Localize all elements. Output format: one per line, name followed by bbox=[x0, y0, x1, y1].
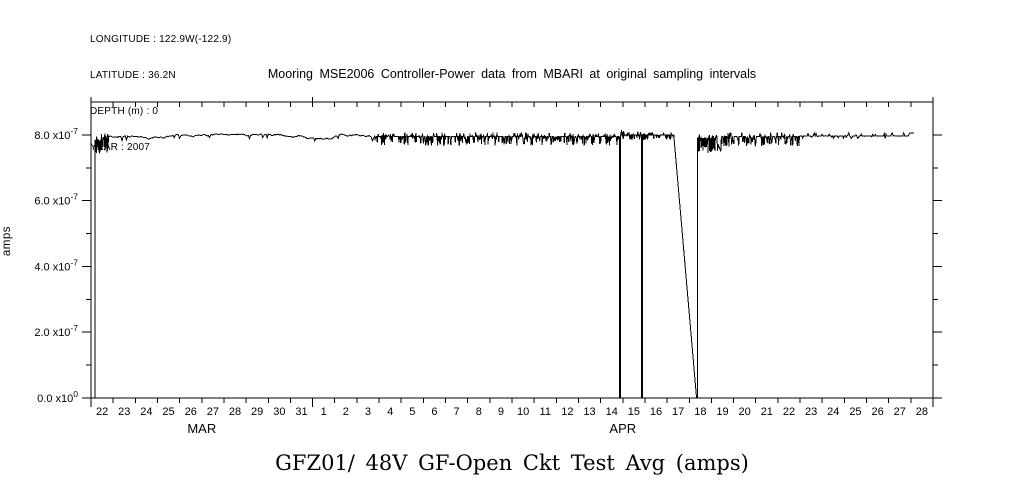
x-day-label: 13 bbox=[583, 406, 595, 418]
x-day-label: 16 bbox=[650, 406, 662, 418]
x-day-label: 21 bbox=[761, 406, 773, 418]
x-month-label: MAR bbox=[187, 421, 216, 436]
x-day-label: 2 bbox=[343, 406, 349, 418]
metadata-depth: DEPTH (m) : 0 bbox=[90, 106, 159, 117]
x-month-label: APR bbox=[609, 421, 636, 436]
x-day-label: 22 bbox=[96, 406, 108, 418]
x-day-label: 27 bbox=[207, 406, 219, 418]
x-day-label: 23 bbox=[118, 406, 130, 418]
x-day-label: 7 bbox=[454, 406, 460, 418]
metadata-latitude: LATITUDE : 36.2N bbox=[90, 70, 176, 81]
x-labels: 22 23 24 25 26 27 28 29 30 31 1 2 3 4 5 6 7 8 9 10 11 12 13 14 1… bbox=[96, 406, 928, 436]
x-day-label: 26 bbox=[185, 406, 197, 418]
x-day-label: 29 bbox=[251, 406, 263, 418]
x-day-label: 28 bbox=[229, 406, 241, 418]
x-day-label: 3 bbox=[365, 406, 371, 418]
x-day-label: 23 bbox=[805, 406, 817, 418]
series-title: GFZ01/ 48V GF-Open Ckt Test Avg (amps) bbox=[275, 451, 749, 475]
x-day-label: 15 bbox=[628, 406, 640, 418]
x-day-label: 4 bbox=[387, 406, 393, 418]
x-day-label: 10 bbox=[517, 406, 529, 418]
x-day-label: 17 bbox=[672, 406, 684, 418]
x-day-label: 25 bbox=[849, 406, 861, 418]
x-day-label: 11 bbox=[540, 406, 551, 418]
y-tick-label: 4.0 x10-7 bbox=[34, 257, 78, 273]
x-day-label: 6 bbox=[431, 406, 437, 418]
x-day-label: 20 bbox=[739, 406, 751, 418]
x-day-label: 26 bbox=[871, 406, 883, 418]
x-day-label: 12 bbox=[561, 406, 573, 418]
metadata-longitude: LONGITUDE : 122.9W(-122.9) bbox=[90, 34, 232, 45]
plot-box bbox=[90, 101, 934, 399]
x-day-label: 24 bbox=[140, 406, 152, 418]
x-day-label: 27 bbox=[894, 406, 906, 418]
y-tick-label: 6.0 x10-7 bbox=[34, 192, 78, 208]
y-ticks: 0.0 x100 2.0 x10-7 4.0 x10-7 6.0 x10-7 8.0 x… bbox=[34, 126, 942, 405]
y-tick-label: 2.0 x10-7 bbox=[34, 323, 78, 339]
x-day-label: 22 bbox=[783, 406, 795, 418]
x-day-label: 24 bbox=[827, 406, 839, 418]
metadata-year: YEAR : 2007 bbox=[90, 142, 151, 153]
x-day-label: 9 bbox=[498, 406, 504, 418]
y-tick-label: 8.0 x10-7 bbox=[34, 126, 78, 142]
x-day-label: 19 bbox=[716, 406, 728, 418]
y-tick-label: 0.0 x100 bbox=[37, 389, 78, 405]
x-day-label: 31 bbox=[295, 406, 307, 418]
data-line bbox=[94, 130, 915, 399]
x-day-label: 30 bbox=[273, 406, 285, 418]
x-ticks bbox=[90, 97, 934, 407]
x-day-label: 25 bbox=[162, 406, 174, 418]
x-day-label: 28 bbox=[916, 406, 928, 418]
metadata-block: LONGITUDE : 122.9W(-122.9) LATITUDE : 36… bbox=[90, 10, 231, 178]
x-day-label: 5 bbox=[409, 406, 415, 418]
x-day-label: 18 bbox=[694, 406, 706, 418]
x-day-label: 14 bbox=[606, 406, 618, 418]
x-day-label: 8 bbox=[476, 406, 482, 418]
x-day-label: 1 bbox=[321, 406, 327, 418]
plot-title: Mooring MSE2006 Controller-Power data fr… bbox=[267, 67, 757, 81]
